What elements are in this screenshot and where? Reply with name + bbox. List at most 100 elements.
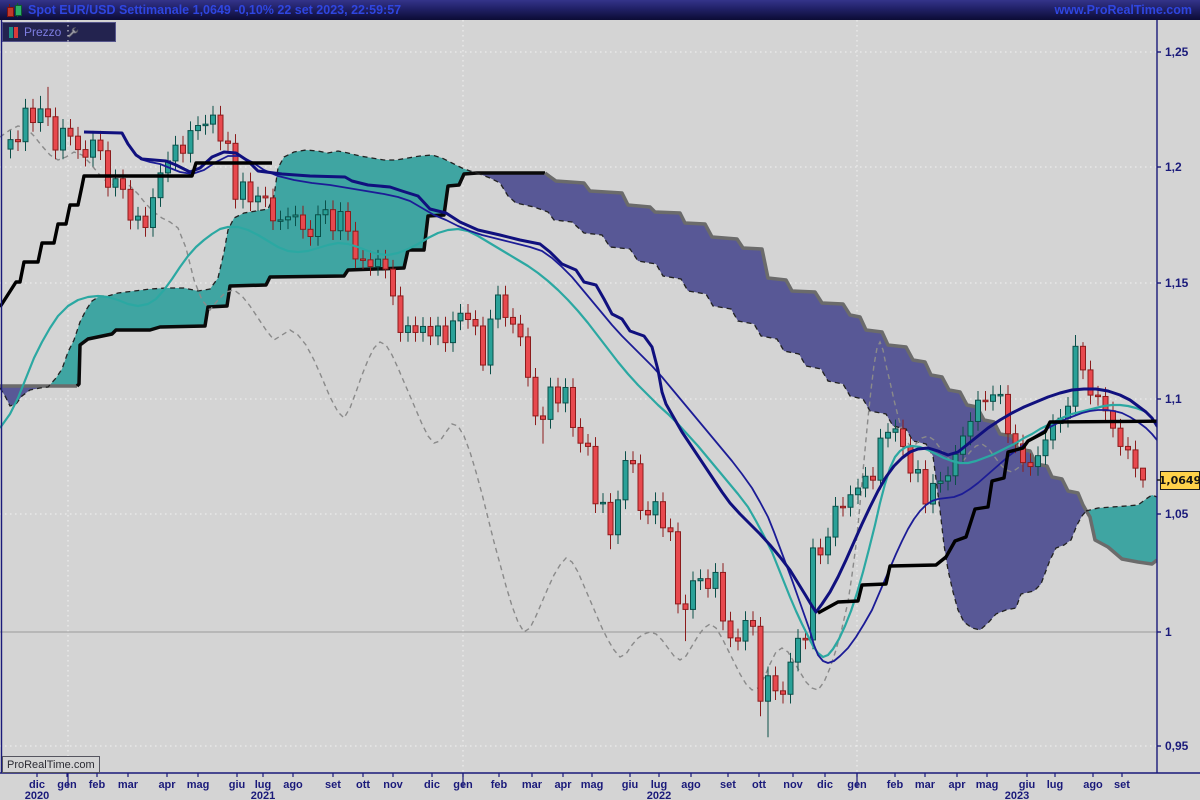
candle-body xyxy=(232,142,239,200)
candle-body xyxy=(517,323,524,338)
wrench-icon[interactable] xyxy=(66,26,79,39)
candle-body xyxy=(990,394,996,402)
candle-body xyxy=(862,475,869,489)
month-label: feb xyxy=(887,779,904,791)
candle-body xyxy=(922,469,929,505)
candle-body xyxy=(367,259,374,268)
candle-body xyxy=(82,149,89,158)
candle-body xyxy=(465,312,471,320)
price-tick-label: 0,95 xyxy=(1165,739,1189,753)
candle-body xyxy=(480,325,486,366)
month-label: lug xyxy=(255,779,272,791)
candle-body xyxy=(982,399,989,403)
candle-body xyxy=(390,268,396,297)
month-label: nov xyxy=(783,779,803,791)
candle-body xyxy=(967,420,974,437)
candle-body xyxy=(30,107,36,124)
candle-body xyxy=(262,195,269,199)
month-label: mag xyxy=(187,779,210,791)
candle-body xyxy=(622,460,629,501)
candle-body xyxy=(832,505,839,538)
year-label: 2021 xyxy=(251,790,275,800)
month-label: nov xyxy=(383,779,403,791)
tenkan-line xyxy=(0,225,1145,659)
candle-body xyxy=(502,294,509,318)
candle-body xyxy=(382,258,389,270)
month-label: mar xyxy=(522,779,543,791)
month-label: mag xyxy=(976,779,999,791)
candle-body xyxy=(457,312,464,322)
candle-body xyxy=(112,178,119,188)
title-bar: Spot EUR/USD Settimanale 1,0649 -0,10% 2… xyxy=(0,0,1200,20)
candle-body xyxy=(45,108,51,118)
candle-body xyxy=(1020,443,1026,464)
month-label: dic xyxy=(29,779,45,791)
candle-body xyxy=(142,215,149,228)
candle-body xyxy=(877,437,884,481)
candle-body xyxy=(1117,427,1124,447)
senkou-b-line xyxy=(75,171,545,388)
candle-body xyxy=(892,428,899,433)
senkou-a-line xyxy=(476,172,1087,631)
stop-line xyxy=(0,161,272,308)
candle-body xyxy=(225,140,231,144)
year-label: 2020 xyxy=(25,790,49,800)
candle-body xyxy=(345,211,351,232)
candle-body xyxy=(1080,345,1086,371)
price-tick-label: 1,05 xyxy=(1165,507,1189,521)
candle-body xyxy=(900,428,906,447)
candle-body xyxy=(765,675,771,702)
ichimoku-cloud-bullish xyxy=(48,150,477,387)
candle-body xyxy=(172,144,179,162)
candle-body xyxy=(720,571,726,622)
candle-body xyxy=(795,637,801,663)
candle-body xyxy=(360,258,366,261)
month-label: gen xyxy=(57,779,77,791)
candle-body xyxy=(277,219,284,222)
candle-body xyxy=(780,690,786,695)
candle-body xyxy=(630,460,636,465)
candle-body xyxy=(127,188,134,221)
candle-body xyxy=(90,139,96,158)
month-label: lug xyxy=(651,779,668,791)
candle-body xyxy=(705,578,711,589)
month-label: dic xyxy=(424,779,440,791)
senkou-a-line xyxy=(0,149,478,407)
indicator-button-prezzo[interactable]: Prezzo xyxy=(2,22,116,42)
candle-body xyxy=(427,325,434,337)
candle-body xyxy=(757,625,764,702)
candle-body xyxy=(375,258,381,268)
month-label: feb xyxy=(491,779,508,791)
candle-body xyxy=(157,172,164,199)
candle-body xyxy=(105,150,111,188)
month-label: apr xyxy=(554,779,572,791)
candle-body xyxy=(817,547,824,556)
candle-body xyxy=(315,214,321,237)
month-label: mar xyxy=(118,779,139,791)
candle-body xyxy=(750,620,756,627)
candle-body xyxy=(855,487,861,496)
candle-body xyxy=(1035,455,1041,468)
candle-body xyxy=(802,637,809,641)
candle-body xyxy=(150,197,156,228)
candle-body xyxy=(405,325,411,333)
candle-body xyxy=(997,393,1004,397)
candle-body xyxy=(915,469,921,474)
candle-body xyxy=(532,376,539,417)
candle-body xyxy=(330,209,336,232)
candle-body xyxy=(187,130,194,154)
candle-body xyxy=(1132,449,1139,469)
candle-body xyxy=(510,316,516,325)
month-label: feb xyxy=(89,779,106,791)
candle-body xyxy=(607,501,614,536)
candle-body xyxy=(1095,394,1101,398)
candle-body xyxy=(585,442,591,447)
candle-body xyxy=(525,336,531,378)
month-label: ott xyxy=(356,779,370,791)
candle-body xyxy=(60,127,66,151)
price-tick-label: 1,15 xyxy=(1165,276,1189,290)
candle-body xyxy=(562,386,569,404)
candle-body xyxy=(210,114,216,125)
